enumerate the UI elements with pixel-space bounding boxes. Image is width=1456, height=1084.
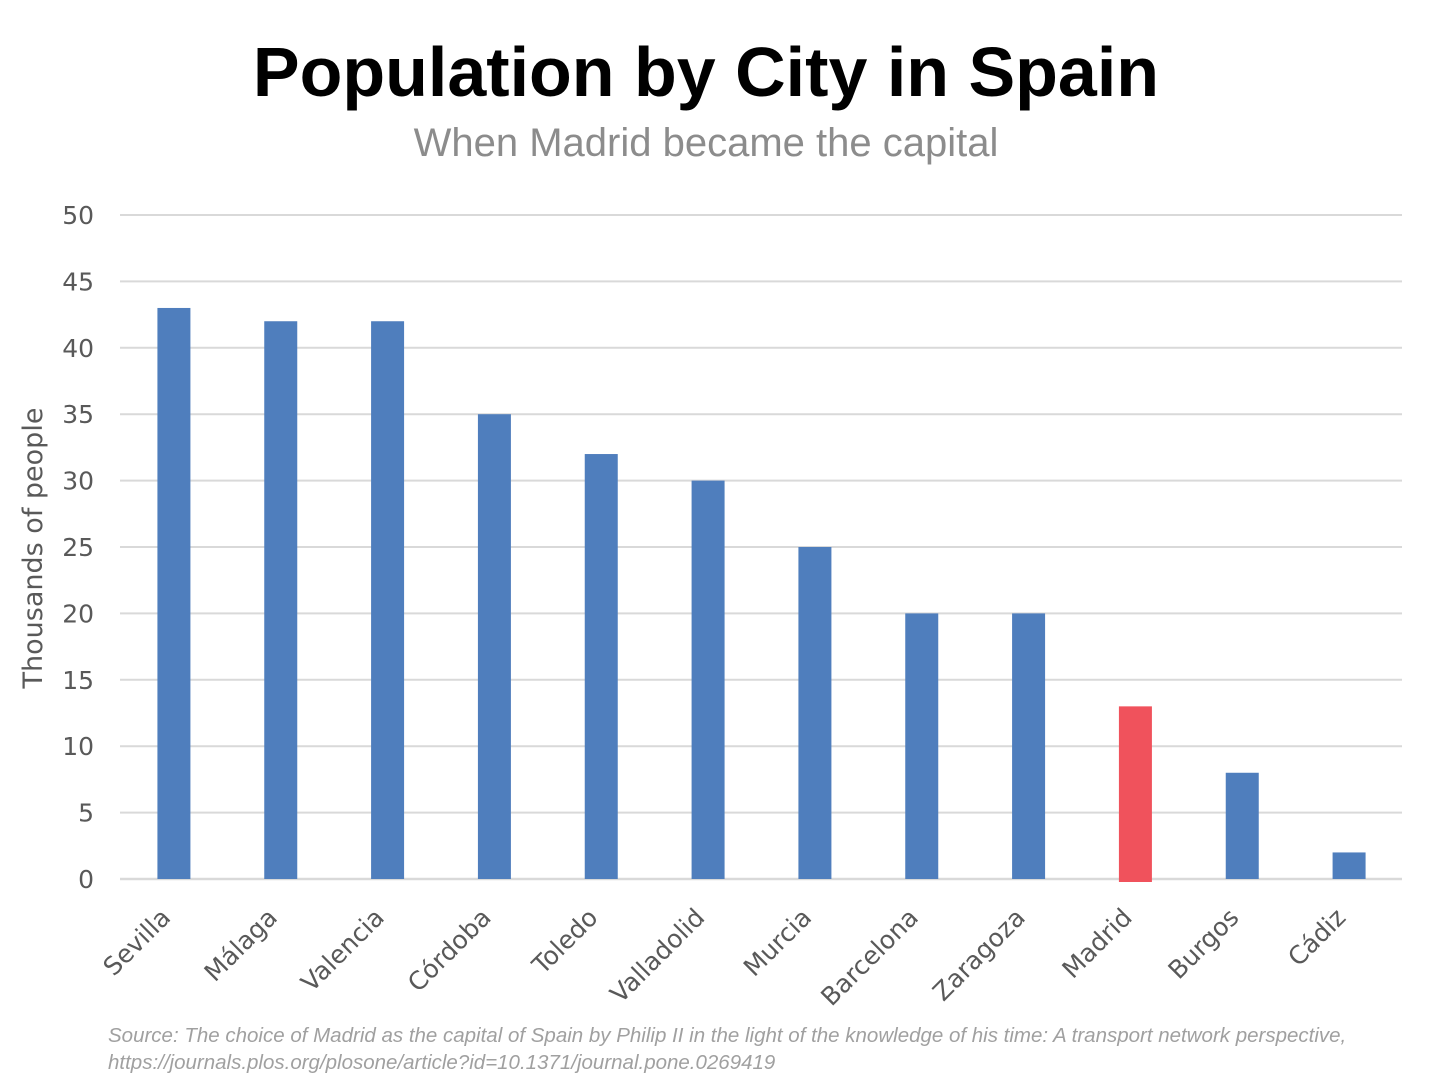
x-tick-label: Córdoba bbox=[402, 903, 497, 998]
bar-9 bbox=[1118, 706, 1152, 882]
chart-title: Population by City in Spain bbox=[252, 33, 1160, 111]
y-tick-label: 25 bbox=[62, 533, 94, 562]
bar-6 bbox=[798, 547, 832, 879]
y-tick-label: 20 bbox=[62, 599, 94, 628]
bar-chart: 0 5 10 15 20 25 30 35 40 45 50 Sevilla Málaga Valenc… bbox=[18, 201, 1402, 1012]
x-tick-label: Valencia bbox=[295, 903, 390, 998]
y-axis-ticks: 0 5 10 15 20 25 30 35 40 45 50 bbox=[62, 201, 94, 894]
y-tick-label: 5 bbox=[78, 799, 94, 828]
y-tick-label: 30 bbox=[62, 467, 94, 496]
x-axis-ticks: Sevilla Málaga Valencia Córdoba Toledo Vallad… bbox=[98, 903, 1352, 1012]
bars bbox=[157, 307, 1366, 882]
y-tick-label: 10 bbox=[62, 732, 94, 761]
y-tick-label: 15 bbox=[62, 666, 94, 695]
chart-subtitle: When Madrid became the capital bbox=[413, 121, 999, 165]
y-tick-label: 45 bbox=[62, 267, 94, 296]
x-tick-label: Burgos bbox=[1162, 903, 1244, 985]
x-tick-label: Málaga bbox=[199, 903, 283, 987]
y-tick-label: 40 bbox=[62, 334, 94, 363]
bar-4 bbox=[584, 454, 618, 879]
bar-5 bbox=[691, 480, 725, 879]
x-tick-label: Toledo bbox=[526, 903, 604, 981]
x-tick-label: Valladolid bbox=[605, 903, 711, 1009]
y-tick-label: 35 bbox=[62, 400, 94, 429]
x-tick-label: Cádiz bbox=[1282, 903, 1351, 972]
bar-10 bbox=[1225, 772, 1259, 879]
bar-8 bbox=[1012, 613, 1046, 879]
y-axis-label: Thousands of people bbox=[18, 408, 49, 690]
bar-1 bbox=[264, 321, 298, 879]
source-note: Source: The choice of Madrid as the capi… bbox=[108, 1022, 1453, 1076]
bar-2 bbox=[371, 321, 405, 879]
gridlines bbox=[120, 214, 1402, 881]
bar-3 bbox=[477, 414, 511, 879]
bar-11 bbox=[1332, 852, 1366, 879]
bar-0 bbox=[157, 307, 191, 880]
bar-7 bbox=[905, 613, 939, 879]
y-tick-label: 0 bbox=[78, 865, 94, 894]
source-line-1: Source: The choice of Madrid as the capi… bbox=[108, 1024, 1347, 1047]
y-tick-label: 50 bbox=[62, 201, 94, 230]
x-tick-label: Madrid bbox=[1056, 903, 1137, 984]
x-tick-label: Zaragoza bbox=[927, 903, 1031, 1007]
x-tick-label: Murcia bbox=[738, 903, 817, 982]
x-tick-label: Sevilla bbox=[98, 903, 177, 982]
x-tick-label: Barcelona bbox=[815, 903, 924, 1012]
source-line-2: https://journals.plos.org/plosone/articl… bbox=[108, 1051, 776, 1074]
